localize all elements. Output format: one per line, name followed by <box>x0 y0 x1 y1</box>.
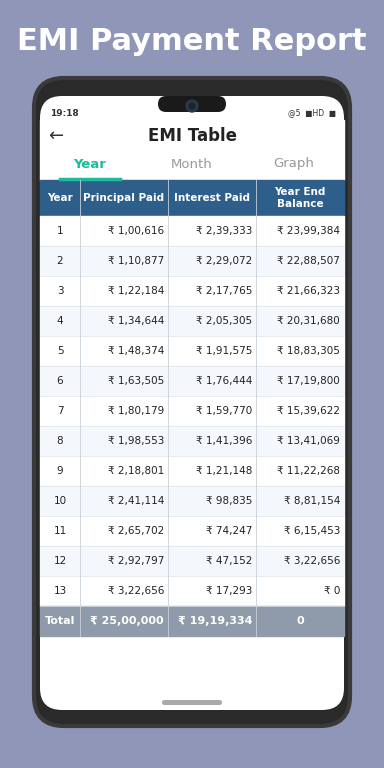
Text: Interest Paid: Interest Paid <box>174 193 250 203</box>
Text: EMI Payment Report: EMI Payment Report <box>17 28 367 57</box>
Text: 0: 0 <box>296 616 304 626</box>
Text: ₹ 25,00,000: ₹ 25,00,000 <box>90 616 164 626</box>
Bar <box>40 456 344 486</box>
Text: ₹ 21,66,323: ₹ 21,66,323 <box>277 286 340 296</box>
Text: ₹ 1,63,505: ₹ 1,63,505 <box>108 376 164 386</box>
Text: 3: 3 <box>57 286 63 296</box>
Text: ₹ 1,41,396: ₹ 1,41,396 <box>195 436 252 446</box>
Text: ₹ 2,39,333: ₹ 2,39,333 <box>195 226 252 236</box>
Text: ₹ 74,247: ₹ 74,247 <box>205 526 252 536</box>
Text: Month: Month <box>171 157 213 170</box>
Text: ₹ 2,65,702: ₹ 2,65,702 <box>108 526 164 536</box>
Text: ₹ 1,10,877: ₹ 1,10,877 <box>108 256 164 266</box>
Bar <box>40 606 344 636</box>
Bar <box>40 516 344 546</box>
Bar <box>40 336 344 366</box>
Text: Graph: Graph <box>273 157 314 170</box>
Bar <box>40 426 344 456</box>
Circle shape <box>189 103 195 109</box>
Text: ₹ 2,05,305: ₹ 2,05,305 <box>196 316 252 326</box>
Text: ←: ← <box>48 127 64 145</box>
Bar <box>40 576 344 606</box>
Text: 1: 1 <box>57 226 63 236</box>
Text: ₹ 3,22,656: ₹ 3,22,656 <box>284 556 340 566</box>
Text: 9: 9 <box>57 466 63 476</box>
Text: ₹ 1,98,553: ₹ 1,98,553 <box>108 436 164 446</box>
Text: ₹ 22,88,507: ₹ 22,88,507 <box>277 256 340 266</box>
Bar <box>40 366 344 396</box>
Bar <box>40 246 344 276</box>
Text: ₹ 17,19,800: ₹ 17,19,800 <box>277 376 340 386</box>
Text: Year: Year <box>74 157 106 170</box>
Text: ₹ 2,41,114: ₹ 2,41,114 <box>108 496 164 506</box>
Text: ₹ 1,22,184: ₹ 1,22,184 <box>108 286 164 296</box>
Text: ₹ 15,39,622: ₹ 15,39,622 <box>277 406 340 416</box>
Text: ₹ 1,91,575: ₹ 1,91,575 <box>195 346 252 356</box>
Bar <box>40 180 344 216</box>
Text: ₹ 11,22,268: ₹ 11,22,268 <box>277 466 340 476</box>
Text: ₹ 2,18,801: ₹ 2,18,801 <box>108 466 164 476</box>
Text: ₹ 2,17,765: ₹ 2,17,765 <box>195 286 252 296</box>
Text: 6: 6 <box>57 376 63 386</box>
Text: Principal Paid: Principal Paid <box>83 193 165 203</box>
Text: @5  ■HD  ■: @5 ■HD ■ <box>288 108 336 118</box>
Text: Total: Total <box>45 616 75 626</box>
Text: ₹ 2,92,797: ₹ 2,92,797 <box>108 556 164 566</box>
Text: ₹ 6,15,453: ₹ 6,15,453 <box>284 526 340 536</box>
Bar <box>40 396 344 426</box>
Text: ₹ 1,59,770: ₹ 1,59,770 <box>196 406 252 416</box>
Text: ₹ 8,81,154: ₹ 8,81,154 <box>284 496 340 506</box>
Text: 12: 12 <box>53 556 67 566</box>
Text: ₹ 0: ₹ 0 <box>324 586 340 596</box>
Text: ₹ 20,31,680: ₹ 20,31,680 <box>277 316 340 326</box>
Text: 10: 10 <box>53 496 66 506</box>
Text: 11: 11 <box>53 526 67 536</box>
Text: ₹ 3,22,656: ₹ 3,22,656 <box>108 586 164 596</box>
Text: 7: 7 <box>57 406 63 416</box>
Text: EMI Table: EMI Table <box>147 127 237 145</box>
Text: ₹ 1,76,444: ₹ 1,76,444 <box>195 376 252 386</box>
Text: ₹ 17,293: ₹ 17,293 <box>205 586 252 596</box>
Text: Year End
Balance: Year End Balance <box>274 187 326 209</box>
Bar <box>40 546 344 576</box>
Text: ₹ 1,34,644: ₹ 1,34,644 <box>108 316 164 326</box>
Text: ₹ 13,41,069: ₹ 13,41,069 <box>277 436 340 446</box>
Text: 5: 5 <box>57 346 63 356</box>
Bar <box>40 276 344 306</box>
Bar <box>40 216 344 246</box>
Text: ₹ 98,835: ₹ 98,835 <box>205 496 252 506</box>
Text: ₹ 23,99,384: ₹ 23,99,384 <box>277 226 340 236</box>
FancyBboxPatch shape <box>162 700 222 705</box>
Text: 4: 4 <box>57 316 63 326</box>
Text: ₹ 19,19,334: ₹ 19,19,334 <box>177 616 252 626</box>
Text: 8: 8 <box>57 436 63 446</box>
FancyBboxPatch shape <box>40 96 344 710</box>
FancyBboxPatch shape <box>158 96 226 112</box>
Text: ₹ 18,83,305: ₹ 18,83,305 <box>277 346 340 356</box>
Bar <box>40 152 344 180</box>
Bar <box>40 306 344 336</box>
Circle shape <box>186 100 198 112</box>
Text: 2: 2 <box>57 256 63 266</box>
Text: Year: Year <box>47 193 73 203</box>
Bar <box>40 120 344 152</box>
Text: 19:18: 19:18 <box>50 108 79 118</box>
Bar <box>40 486 344 516</box>
Text: ₹ 1,21,148: ₹ 1,21,148 <box>195 466 252 476</box>
Text: ₹ 1,00,616: ₹ 1,00,616 <box>108 226 164 236</box>
Text: ₹ 1,80,179: ₹ 1,80,179 <box>108 406 164 416</box>
Text: ₹ 2,29,072: ₹ 2,29,072 <box>196 256 252 266</box>
FancyBboxPatch shape <box>34 78 350 726</box>
Text: 13: 13 <box>53 586 67 596</box>
Text: ₹ 47,152: ₹ 47,152 <box>205 556 252 566</box>
Text: ₹ 1,48,374: ₹ 1,48,374 <box>108 346 164 356</box>
